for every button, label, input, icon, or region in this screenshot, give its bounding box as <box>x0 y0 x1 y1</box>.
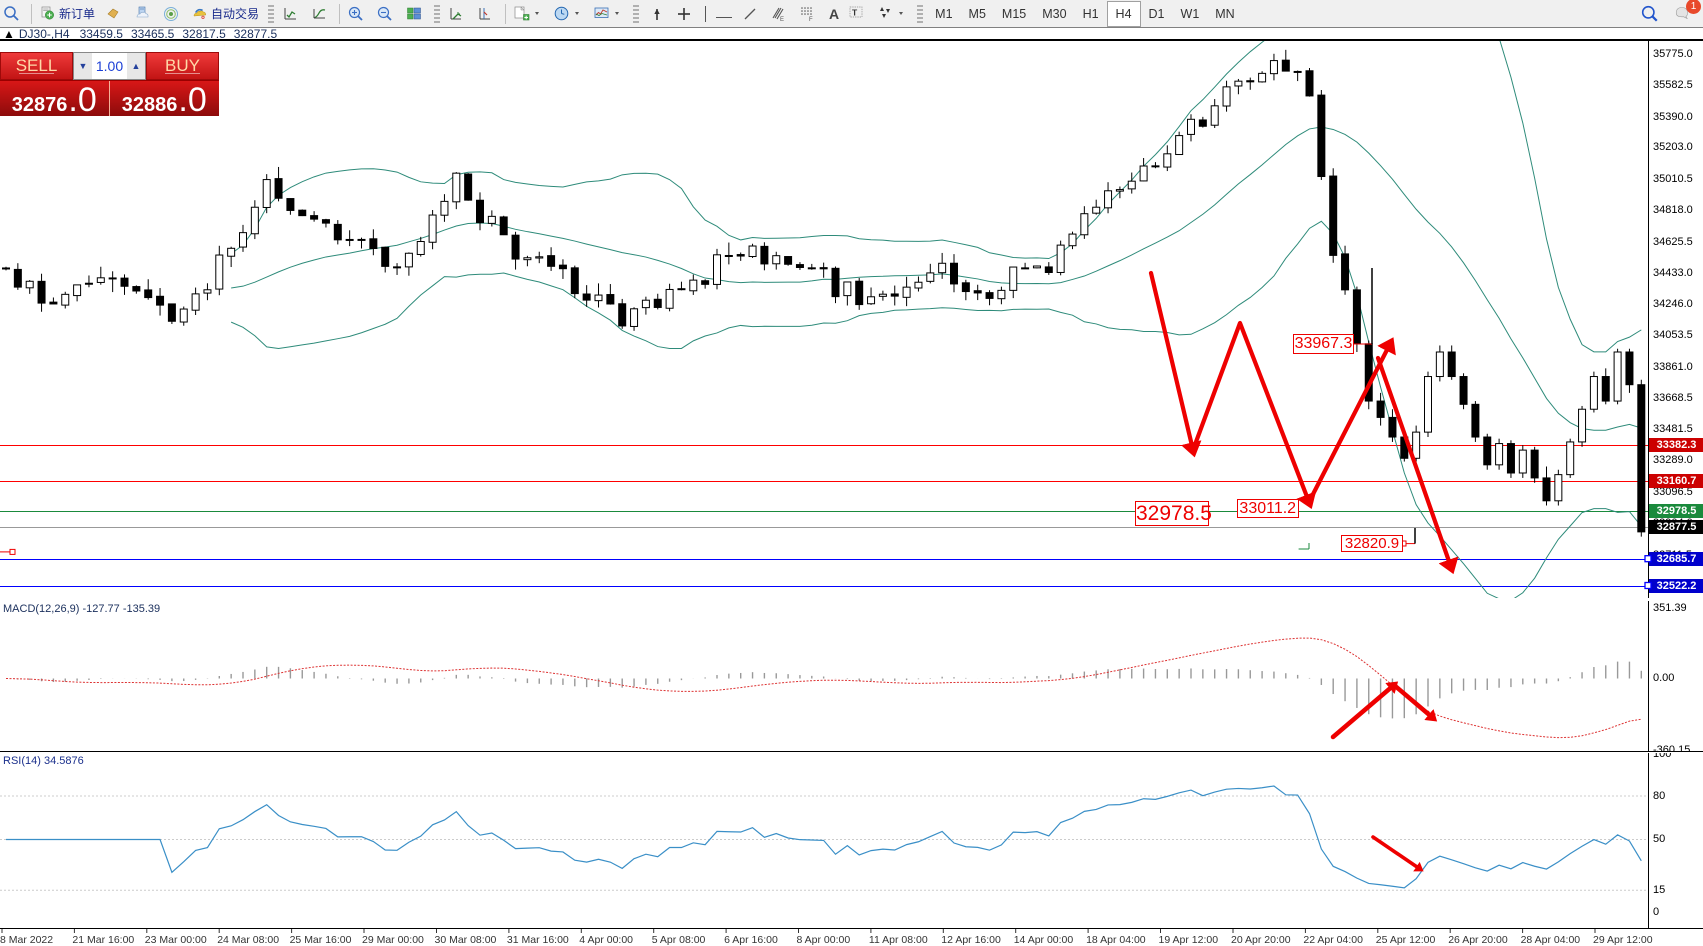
svg-text:T: T <box>852 7 858 17</box>
svg-text:F: F <box>809 17 813 22</box>
svg-text:E: E <box>780 17 784 22</box>
